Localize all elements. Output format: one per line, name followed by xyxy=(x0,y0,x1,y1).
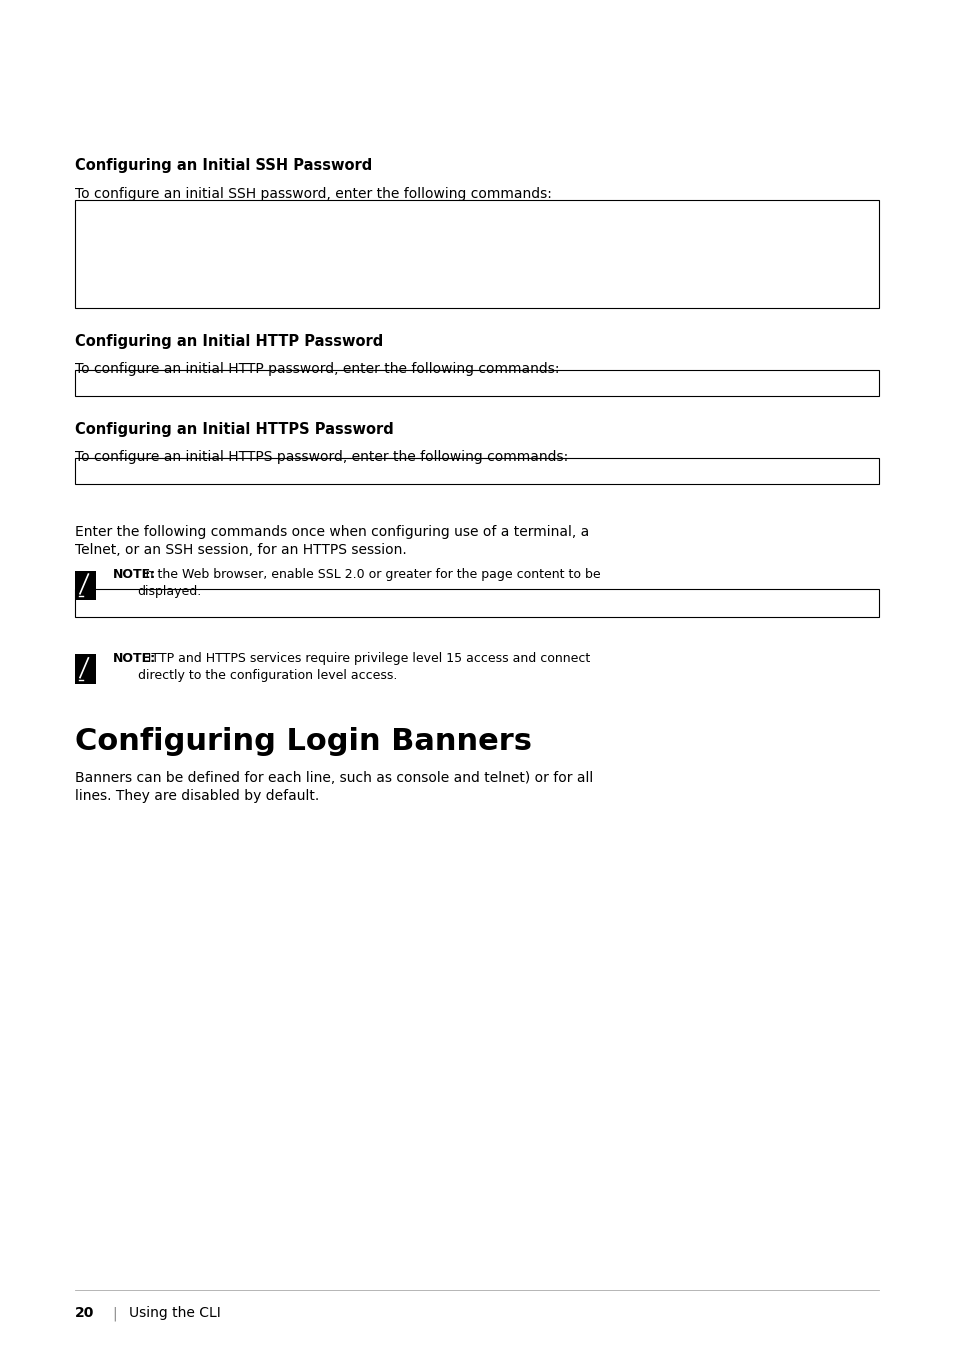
Bar xyxy=(75,200,878,308)
Text: HTTP and HTTPS services require privilege level 15 access and connect
directly t: HTTP and HTTPS services require privileg… xyxy=(137,652,589,681)
Text: NOTE:: NOTE: xyxy=(112,568,155,581)
Bar xyxy=(75,458,878,484)
Bar xyxy=(75,571,96,600)
Text: Banners can be defined for each line, such as console and telnet) or for all
lin: Banners can be defined for each line, su… xyxy=(75,771,593,803)
Text: Configuring an Initial SSH Password: Configuring an Initial SSH Password xyxy=(75,158,373,173)
Text: Configuring Login Banners: Configuring Login Banners xyxy=(75,727,532,756)
Text: |: | xyxy=(112,1306,117,1321)
Text: In the Web browser, enable SSL 2.0 or greater for the page content to be
display: In the Web browser, enable SSL 2.0 or gr… xyxy=(137,568,599,598)
Text: 20: 20 xyxy=(75,1306,94,1320)
Text: To configure an initial HTTPS password, enter the following commands:: To configure an initial HTTPS password, … xyxy=(75,450,568,464)
Text: Configuring an Initial HTTPS Password: Configuring an Initial HTTPS Password xyxy=(75,422,394,437)
Bar xyxy=(75,654,96,684)
Text: NOTE:: NOTE: xyxy=(112,652,155,665)
Bar xyxy=(75,370,878,396)
Text: Configuring an Initial HTTP Password: Configuring an Initial HTTP Password xyxy=(75,334,383,349)
Text: Enter the following commands once when configuring use of a terminal, a
Telnet, : Enter the following commands once when c… xyxy=(75,525,589,557)
Bar xyxy=(75,589,878,617)
Text: To configure an initial SSH password, enter the following commands:: To configure an initial SSH password, en… xyxy=(75,187,552,200)
Text: To configure an initial HTTP password, enter the following commands:: To configure an initial HTTP password, e… xyxy=(75,362,559,376)
Text: Using the CLI: Using the CLI xyxy=(129,1306,220,1320)
